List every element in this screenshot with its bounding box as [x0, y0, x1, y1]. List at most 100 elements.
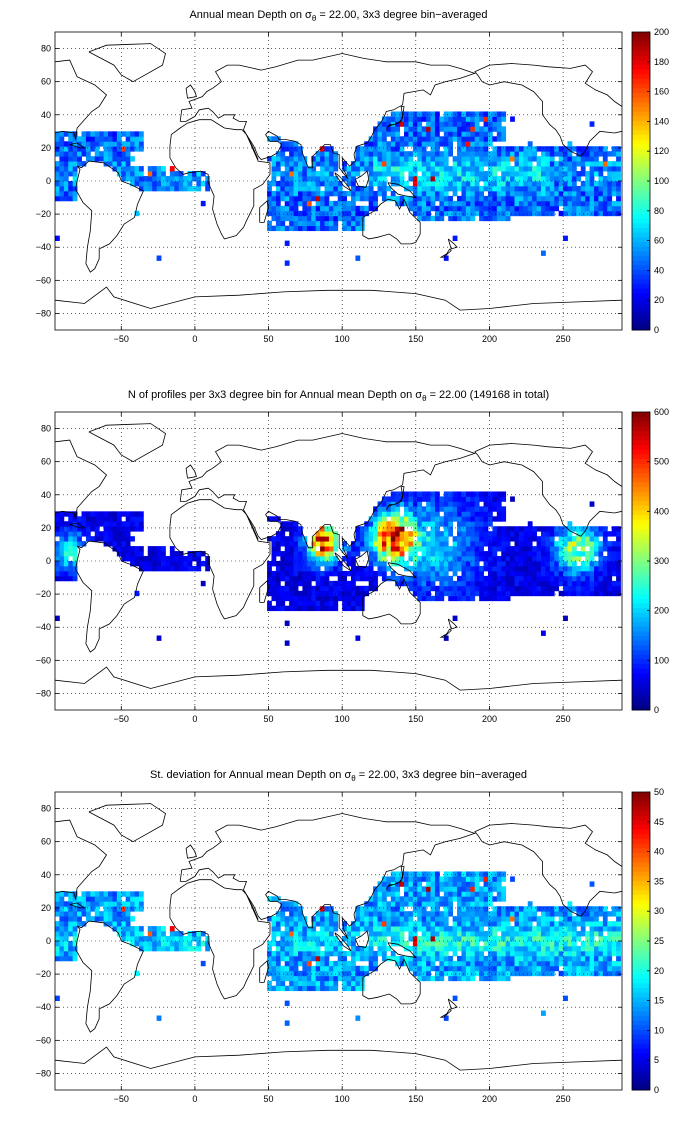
data-cell: [125, 926, 131, 932]
colorbar-swatch: [632, 83, 650, 89]
data-cell: [390, 146, 396, 152]
data-cell: [492, 945, 498, 952]
data-cell: [342, 590, 347, 597]
data-cell: [121, 906, 127, 912]
data-cell: [183, 185, 188, 192]
data-cell: [377, 136, 383, 142]
data-cell: [275, 975, 281, 982]
data-cell: [417, 960, 423, 967]
data-cell: [359, 205, 365, 212]
data-cell: [602, 195, 608, 202]
data-cell: [324, 551, 330, 557]
data-cell: [324, 600, 330, 607]
data-cell: [585, 921, 590, 927]
data-cell: [63, 911, 69, 917]
data-cell: [439, 166, 445, 172]
data-cell: [412, 941, 418, 947]
data-cell: [457, 526, 462, 532]
data-cell: [302, 580, 308, 587]
data-cell: [395, 526, 401, 532]
data-cell: [598, 146, 604, 152]
data-cell: [487, 556, 493, 562]
data-cell: [430, 146, 436, 152]
data-cell: [616, 561, 621, 567]
data-cell: [351, 921, 356, 927]
data-cell: [457, 141, 462, 147]
data-cell: [439, 205, 445, 212]
data-cell: [465, 926, 471, 932]
data-cell: [492, 551, 498, 557]
data-cell: [589, 541, 595, 547]
data-cell: [439, 161, 445, 167]
data-cell: [510, 585, 515, 592]
data-cell: [289, 556, 294, 562]
data-cell: [501, 491, 507, 497]
data-cell: [510, 941, 515, 947]
data-cell: [404, 580, 409, 587]
data-cell: [161, 556, 166, 562]
data-cell: [68, 136, 74, 142]
data-cell: [320, 561, 325, 567]
data-cell: [474, 931, 480, 937]
data-cell: [576, 146, 582, 152]
data-cell: [342, 195, 347, 202]
data-cell: [563, 911, 568, 917]
data-cell: [408, 876, 414, 882]
colorbar-swatch: [632, 36, 650, 42]
y-tick-label: 60: [41, 457, 51, 467]
data-cell: [55, 896, 60, 902]
data-cell: [417, 116, 423, 122]
data-cell: [368, 585, 374, 592]
data-cell: [412, 195, 418, 202]
data-cell: [377, 945, 383, 952]
data-cell: [289, 580, 294, 587]
data-cell: [426, 195, 431, 202]
colorbar-swatch: [632, 274, 650, 280]
data-cell: [284, 161, 290, 167]
data-cell: [514, 195, 520, 202]
data-cell: [134, 521, 140, 527]
data-cell: [59, 926, 65, 932]
data-cell: [267, 945, 272, 952]
data-cell: [381, 185, 387, 192]
data-cell: [461, 511, 467, 517]
data-cell: [585, 210, 590, 217]
data-cell: [452, 936, 458, 942]
data-cell: [81, 901, 87, 907]
data-cell: [492, 496, 498, 502]
data-cell: [271, 896, 277, 902]
data-cell: [452, 546, 458, 552]
data-cell: [541, 556, 546, 562]
data-cell: [505, 941, 511, 947]
data-cell: [457, 575, 462, 582]
data-cell: [364, 950, 370, 957]
data-cell: [267, 225, 272, 232]
data-cell: [293, 531, 299, 537]
data-cell: [541, 531, 546, 537]
data-cell: [205, 565, 211, 572]
data-cell: [474, 585, 480, 592]
data-cell: [496, 536, 502, 542]
colorbar-swatch: [632, 931, 650, 937]
data-cell: [492, 501, 498, 507]
data-cell: [461, 506, 467, 512]
data-cell: [320, 906, 325, 912]
data-cell: [306, 215, 312, 222]
data-cell: [368, 536, 374, 542]
data-cell: [328, 146, 334, 152]
data-cell: [183, 556, 188, 562]
data-cell: [496, 585, 502, 592]
data-cell: [306, 926, 312, 932]
data-cell: [404, 901, 409, 907]
data-cell: [130, 176, 135, 182]
data-cell: [527, 141, 533, 147]
data-cell: [457, 876, 462, 882]
data-cell: [470, 960, 476, 967]
data-cell: [443, 871, 449, 877]
data-cell: [390, 491, 396, 497]
data-cell: [558, 565, 564, 572]
data-cell: [563, 546, 568, 552]
data-cell: [567, 176, 573, 182]
data-cell: [72, 511, 78, 517]
data-cell: [532, 936, 537, 942]
